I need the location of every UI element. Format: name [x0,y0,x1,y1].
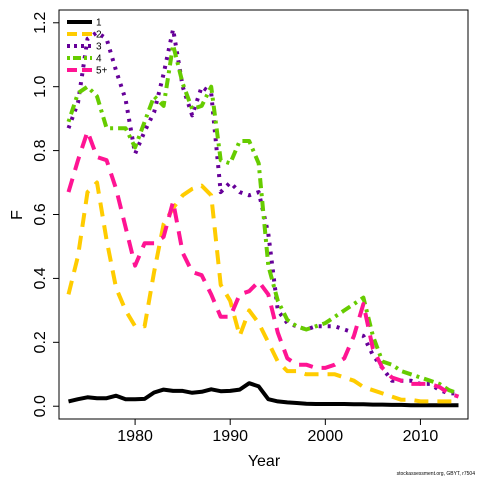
y-axis-title: F [9,210,26,220]
y-tick-label: 1.0 [32,75,49,97]
legend-label: 2 [96,30,102,41]
y-tick-label: 0.6 [32,203,49,225]
legend-label: 3 [96,42,102,53]
series-line-1 [68,381,459,408]
x-tick-label: 2000 [308,428,344,445]
series-layer [66,27,460,408]
plot-frame [58,9,469,420]
credit-text: stockassessment.org, GBYT, r7504 [397,471,476,477]
y-tick-label: 0.8 [32,139,49,161]
x-tick-label: 2010 [403,428,439,445]
x-tick-label: 1990 [212,428,248,445]
series-line-2 [66,180,459,404]
x-axis-title: Year [248,453,281,470]
x-axis: 1980 1990 2000 2010 [117,419,438,445]
legend-label: 5+ [96,66,108,77]
legend-label: 1 [96,18,102,29]
y-tick-label: 1.2 [32,12,49,34]
x-tick-label: 1980 [117,428,153,445]
y-axis: 0.0 0.2 0.4 0.6 0.8 1.0 1.2 [32,12,59,417]
legend-label: 4 [96,54,102,65]
series-line-4 [66,43,460,396]
y-tick-label: 0.2 [32,331,49,353]
series-line-5plus [66,129,460,399]
y-tick-label: 0.4 [32,267,49,289]
series-line-3 [66,27,459,396]
y-tick-label: 0.0 [32,395,49,417]
